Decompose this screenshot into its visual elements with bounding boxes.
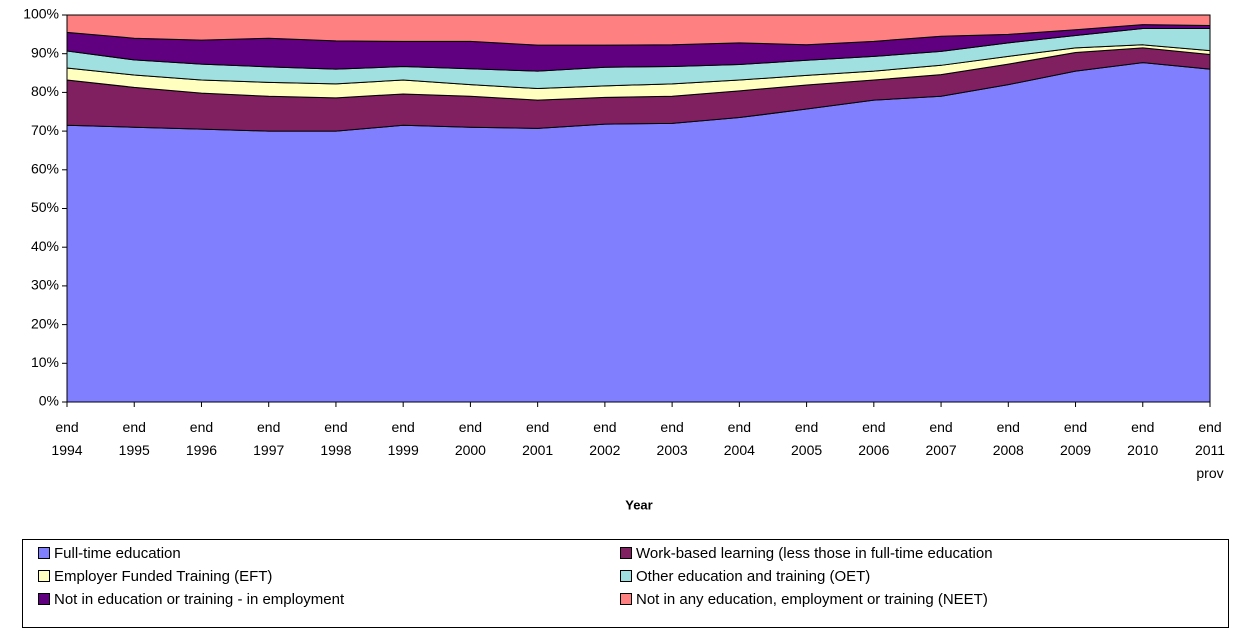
legend-label: Other education and training (OET) bbox=[636, 568, 871, 585]
x-tick-label: end 2005 bbox=[791, 419, 823, 458]
legend-label: Employer Funded Training (EFT) bbox=[54, 568, 273, 585]
x-tick-label: end 2009 bbox=[1059, 419, 1092, 458]
legend-item: Not in any education, employment or trai… bbox=[620, 591, 988, 608]
legend-swatch bbox=[38, 593, 50, 605]
legend-label: Not in any education, employment or trai… bbox=[636, 591, 988, 608]
y-tick-label: 0% bbox=[39, 393, 59, 409]
y-tick-label: 70% bbox=[31, 122, 59, 138]
x-tick-label: end 2006 bbox=[858, 419, 890, 458]
legend-item: Work-based learning (less those in full-… bbox=[620, 545, 993, 562]
x-tick-label: end 2004 bbox=[723, 419, 755, 458]
legend-swatch bbox=[620, 547, 632, 559]
y-tick-label: 10% bbox=[31, 354, 59, 370]
y-tick-label: 100% bbox=[23, 6, 59, 22]
legend-item: Employer Funded Training (EFT) bbox=[38, 568, 272, 585]
areas bbox=[66, 14, 1211, 403]
x-axis-title: Year bbox=[625, 497, 652, 512]
legend-swatch bbox=[38, 570, 50, 582]
legend-swatch bbox=[620, 593, 632, 605]
x-tick-label: end 1998 bbox=[320, 419, 352, 458]
legend-label: Full-time education bbox=[54, 545, 181, 562]
x-tick-label: end 2010 bbox=[1127, 419, 1159, 458]
y-tick-label: 40% bbox=[31, 238, 59, 254]
y-tick-label: 20% bbox=[31, 315, 59, 331]
x-tick-label: end 1999 bbox=[387, 419, 419, 458]
y-tick-label: 50% bbox=[31, 199, 59, 215]
legend-swatch bbox=[38, 547, 50, 559]
x-tick-label: end 2008 bbox=[992, 419, 1024, 458]
x-tick-label: end 1996 bbox=[185, 419, 218, 458]
area bbox=[66, 14, 1211, 46]
x-tick-label: end 2002 bbox=[589, 419, 621, 458]
x-tick-label: end 2007 bbox=[925, 419, 957, 458]
y-tick-label: 80% bbox=[31, 83, 59, 99]
x-tick-label: end 2001 bbox=[522, 419, 554, 458]
x-tick-label: end 2011 prov bbox=[1194, 419, 1226, 481]
legend-item: Other education and training (OET) bbox=[620, 568, 870, 585]
x-tick-label: end 2003 bbox=[656, 419, 688, 458]
y-tick-label: 90% bbox=[31, 44, 59, 60]
x-tick-label: end 1997 bbox=[253, 419, 285, 458]
y-tick-label: 60% bbox=[31, 161, 59, 177]
legend: Full-time education Work-based learning (… bbox=[22, 539, 1229, 628]
x-tick-label: end 1994 bbox=[51, 419, 83, 458]
legend-item: Full-time education bbox=[38, 545, 181, 562]
legend-label: Not in education or training - in employ… bbox=[54, 591, 345, 608]
legend-label: Work-based learning (less those in full-… bbox=[636, 545, 993, 562]
legend-swatch bbox=[620, 570, 632, 582]
legend-item: Not in education or training - in employ… bbox=[38, 591, 344, 608]
x-tick-label: end 1995 bbox=[118, 419, 150, 458]
x-tick-label: end 2000 bbox=[454, 419, 486, 458]
y-tick-label: 30% bbox=[31, 277, 59, 293]
